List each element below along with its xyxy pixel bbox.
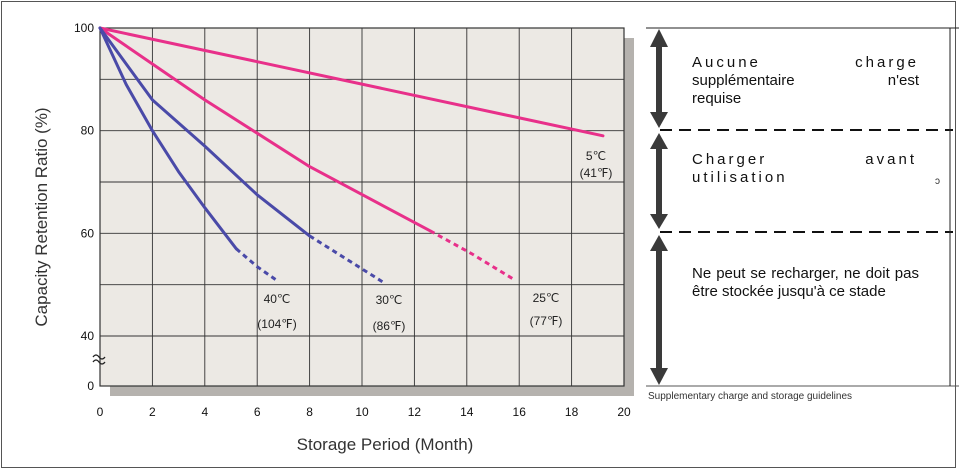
y-tick-label: 60: [81, 226, 95, 240]
x-tick-label: 20: [617, 405, 631, 419]
series-line-dashed: [429, 229, 515, 281]
retention-chart: 0 2 4 6 8 10 12 14 16 18 20 0 40 60 80 100 5℃ (41℉) 25℃ (7…: [32, 21, 634, 454]
x-tick-label: 8: [306, 405, 313, 419]
series-label-temp-c: 5℃: [586, 149, 606, 163]
series-label-temp-f: (77℉): [530, 314, 563, 328]
stray-mark: ɔ: [935, 176, 940, 187]
series-label-temp-f: (41℉): [580, 166, 613, 180]
arrow-charge-before-use-icon: [650, 133, 668, 229]
x-tick-label: 2: [149, 405, 156, 419]
arrow-no-charge-icon: [650, 29, 668, 128]
series-label-temp-f: (104℉): [257, 317, 296, 331]
guideline-markers: [646, 27, 959, 387]
y-tick-label: 40: [81, 329, 95, 343]
x-tick-label: 4: [201, 405, 208, 419]
series-labels: 5℃ (41℉) 25℃ (77℉) 30℃ (86℉) 40℃ (104℉): [257, 149, 612, 333]
tick-labels: 0 2 4 6 8 10 12 14 16 18 20 0 40 60 80 100: [74, 21, 631, 419]
series-line-dashed: [308, 234, 384, 284]
guideline-no-charge-line3: requise: [692, 90, 742, 107]
series-layer: [98, 26, 605, 284]
series-line: [98, 26, 432, 233]
series-line: [98, 26, 312, 238]
guideline-no-charge: Aucune charge supplémentaire n'est requi…: [692, 54, 919, 108]
series-line-dashed: [235, 247, 277, 281]
y-axis-title: Capacity Retention Ratio (%): [32, 107, 51, 326]
series-label-temp-c: 40℃: [264, 292, 291, 306]
x-tick-label: 14: [460, 405, 474, 419]
x-tick-label: 12: [408, 405, 422, 419]
y-tick-label: 80: [81, 124, 95, 138]
x-tick-label: 18: [565, 405, 579, 419]
x-tick-label: 6: [254, 405, 261, 419]
guideline-charge-before-use: Charger avant utilisation: [692, 151, 917, 187]
x-tick-label: 10: [355, 405, 369, 419]
guideline-no-charge-line2: supplémentaire n'est: [692, 72, 919, 89]
y-tick-label: 0: [87, 379, 94, 393]
guideline-no-storage: Ne peut se recharger, ne doit pas être s…: [692, 265, 919, 300]
x-tick-label: 16: [513, 405, 527, 419]
guideline-no-charge-line1: Aucune charge: [692, 54, 919, 71]
x-tick-label: 0: [97, 405, 104, 419]
guideline-charge-line2: utilisation: [692, 169, 788, 186]
series-line: [98, 26, 238, 251]
axis-break-icon: [92, 354, 106, 365]
series-label-temp-f: (86℉): [373, 319, 406, 333]
series-line: [98, 26, 605, 138]
series-label-temp-c: 25℃: [533, 291, 560, 305]
x-axis-title: Storage Period (Month): [297, 435, 474, 454]
guideline-charge-line1: Charger avant: [692, 151, 917, 168]
guideline-caption: Supplementary charge and storage guideli…: [648, 391, 853, 402]
series-label-temp-c: 30℃: [376, 293, 403, 307]
arrow-no-storage-icon: [650, 235, 668, 385]
y-tick-label: 100: [74, 21, 94, 35]
